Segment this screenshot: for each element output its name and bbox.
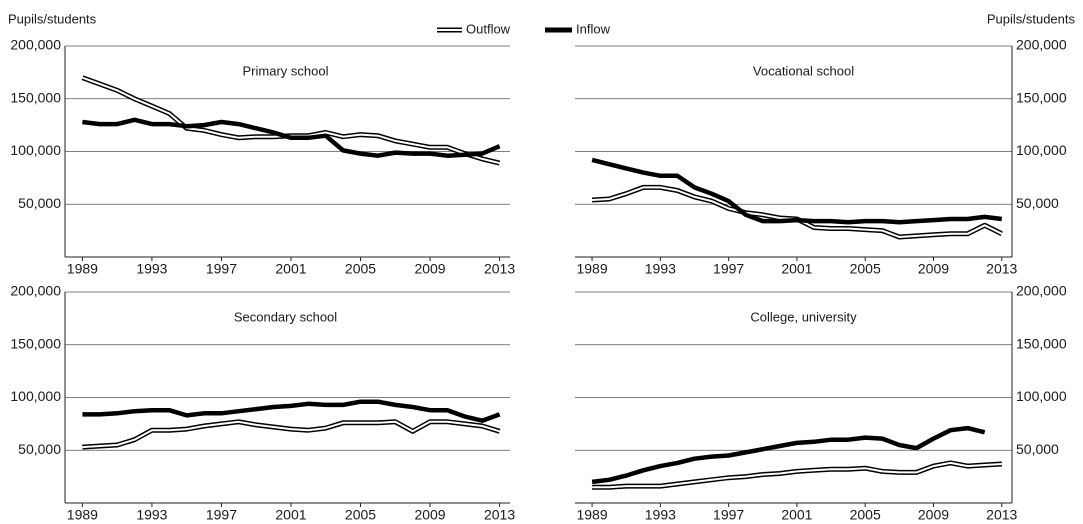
series-line — [591, 184, 1003, 240]
series-line — [591, 425, 986, 485]
y-tick-label: 50,000 — [1016, 195, 1059, 211]
panel-title: Secondary school — [234, 309, 337, 324]
x-tick-label: 2005 — [345, 507, 376, 523]
legend: Outflow Inflow — [437, 21, 611, 36]
y-tick-label: 150,000 — [10, 89, 61, 105]
series-line — [82, 399, 501, 423]
y-tick-label: 150,000 — [10, 335, 61, 351]
y-tick-label: 50,000 — [1016, 441, 1059, 457]
x-tick-label: 1989 — [67, 507, 98, 523]
x-tick-label: 2001 — [781, 261, 812, 277]
x-tick-label: 1997 — [713, 507, 744, 523]
x-tick-label: 1989 — [67, 261, 98, 277]
y-axis-label: Pupils/students — [8, 11, 97, 26]
y-tick-label: 100,000 — [1016, 142, 1067, 158]
x-tick-label: 2013 — [484, 261, 515, 277]
legend-label: Outflow — [466, 21, 511, 36]
x-tick-label: 2013 — [986, 261, 1017, 277]
x-tick-label: 1993 — [136, 261, 167, 277]
x-tick-label: 2001 — [275, 507, 306, 523]
panel-title: Vocational school — [753, 63, 854, 78]
x-tick-label: 2009 — [414, 261, 445, 277]
series-line — [591, 157, 1003, 225]
series-line-inner — [592, 186, 1003, 238]
x-tick-label: 2005 — [850, 261, 881, 277]
x-tick-label: 2013 — [484, 507, 515, 523]
panel-title: Primary school — [243, 63, 329, 78]
y-tick-label: 200,000 — [10, 37, 61, 53]
y-tick-label: 150,000 — [1016, 335, 1067, 351]
series-line-inner — [82, 420, 500, 449]
x-tick-label: 1993 — [645, 507, 676, 523]
x-tick-label: 1989 — [576, 507, 607, 523]
y-tick-label: 50,000 — [18, 441, 61, 457]
x-tick-label: 1997 — [713, 261, 744, 277]
series-line-inner — [592, 461, 1002, 489]
y-tick-label: 100,000 — [1016, 388, 1067, 404]
series-line — [82, 117, 501, 158]
x-tick-label: 2005 — [850, 507, 881, 523]
x-tick-label: 1997 — [206, 507, 237, 523]
x-tick-label: 2001 — [275, 261, 306, 277]
y-tick-label: 150,000 — [1016, 89, 1067, 105]
y-tick-label: 100,000 — [10, 142, 61, 158]
x-tick-label: 1993 — [645, 261, 676, 277]
x-tick-label: 2009 — [918, 261, 949, 277]
legend-label: Inflow — [576, 21, 611, 36]
y-tick-label: 200,000 — [1016, 283, 1067, 299]
y-tick-label: 200,000 — [1016, 37, 1067, 53]
x-tick-label: 2009 — [414, 507, 445, 523]
y-tick-label: 100,000 — [10, 388, 61, 404]
y-axis-label: Pupils/students — [987, 11, 1076, 26]
x-tick-label: 2013 — [986, 507, 1017, 523]
y-tick-label: 50,000 — [18, 195, 61, 211]
x-tick-label: 1993 — [136, 507, 167, 523]
x-tick-label: 2005 — [345, 261, 376, 277]
x-tick-label: 1997 — [206, 261, 237, 277]
y-tick-label: 200,000 — [10, 283, 61, 299]
x-tick-label: 2001 — [781, 507, 812, 523]
x-tick-label: 1989 — [576, 261, 607, 277]
panel-title: College, university — [750, 309, 857, 324]
x-tick-label: 2009 — [918, 507, 949, 523]
